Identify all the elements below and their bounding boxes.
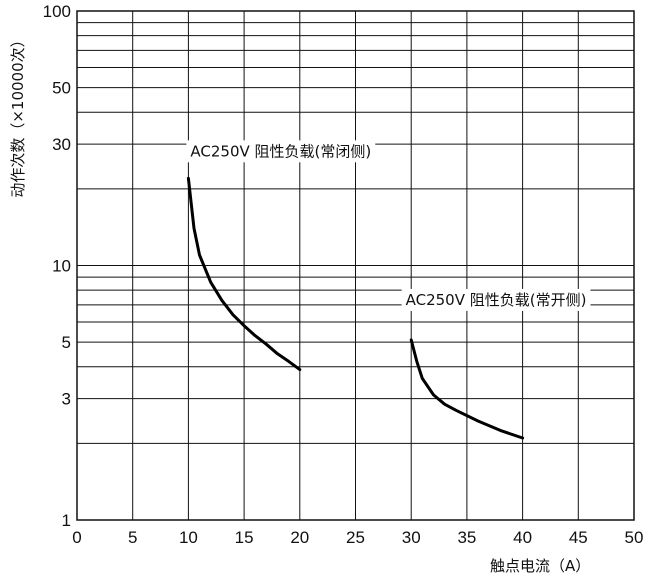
series-label-bg [186,140,376,163]
series-label-text: AC250V 阻性负载(常闭侧) [190,142,371,160]
y-tick-label: 5 [62,333,71,352]
y-tick-label: 30 [52,135,71,154]
x-tick-label: 5 [128,528,137,547]
x-axis-label: 触点电流（A） [490,557,590,575]
horizontal-gridlines [77,22,634,444]
x-tick-label: 0 [72,528,81,547]
series-label-1: AC250V 阻性负载(常闭侧) [186,140,376,163]
x-tick-label: 45 [569,528,588,547]
y-tick-label: 100 [43,2,71,21]
y-tick-label: 1 [62,511,71,530]
plot-frame [76,10,635,521]
series-line-1 [186,176,302,372]
x-tick-label: 25 [346,528,365,547]
x-tick-label: 10 [179,528,198,547]
y-tick-label: 10 [52,257,71,276]
y-tick-label: 50 [52,79,71,98]
series-line-2 [409,338,525,440]
x-tick-labels: 0 5 10 15 20 25 30 35 40 45 50 [72,528,643,547]
y-axis-label: 动作次数（×10000次） [9,32,27,197]
series-label-2: AC250V 阻性负载(常开侧) [401,288,591,311]
x-tick-label: 15 [235,528,254,547]
x-tick-label: 50 [625,528,644,547]
series-labels: AC250V 阻性负载(常闭侧) AC250V 阻性负载(常开侧) [186,140,591,311]
x-tick-label: 20 [290,528,309,547]
y-tick-labels: 1 3 5 10 30 50 100 [43,2,71,530]
x-tick-label: 30 [402,528,421,547]
x-tick-label: 40 [513,528,532,547]
x-tick-label: 35 [457,528,476,547]
data-curves [186,176,525,440]
series-label-bg [401,288,591,311]
series-label-text: AC250V 阻性负载(常开侧) [406,291,587,309]
y-tick-label: 3 [62,390,71,409]
